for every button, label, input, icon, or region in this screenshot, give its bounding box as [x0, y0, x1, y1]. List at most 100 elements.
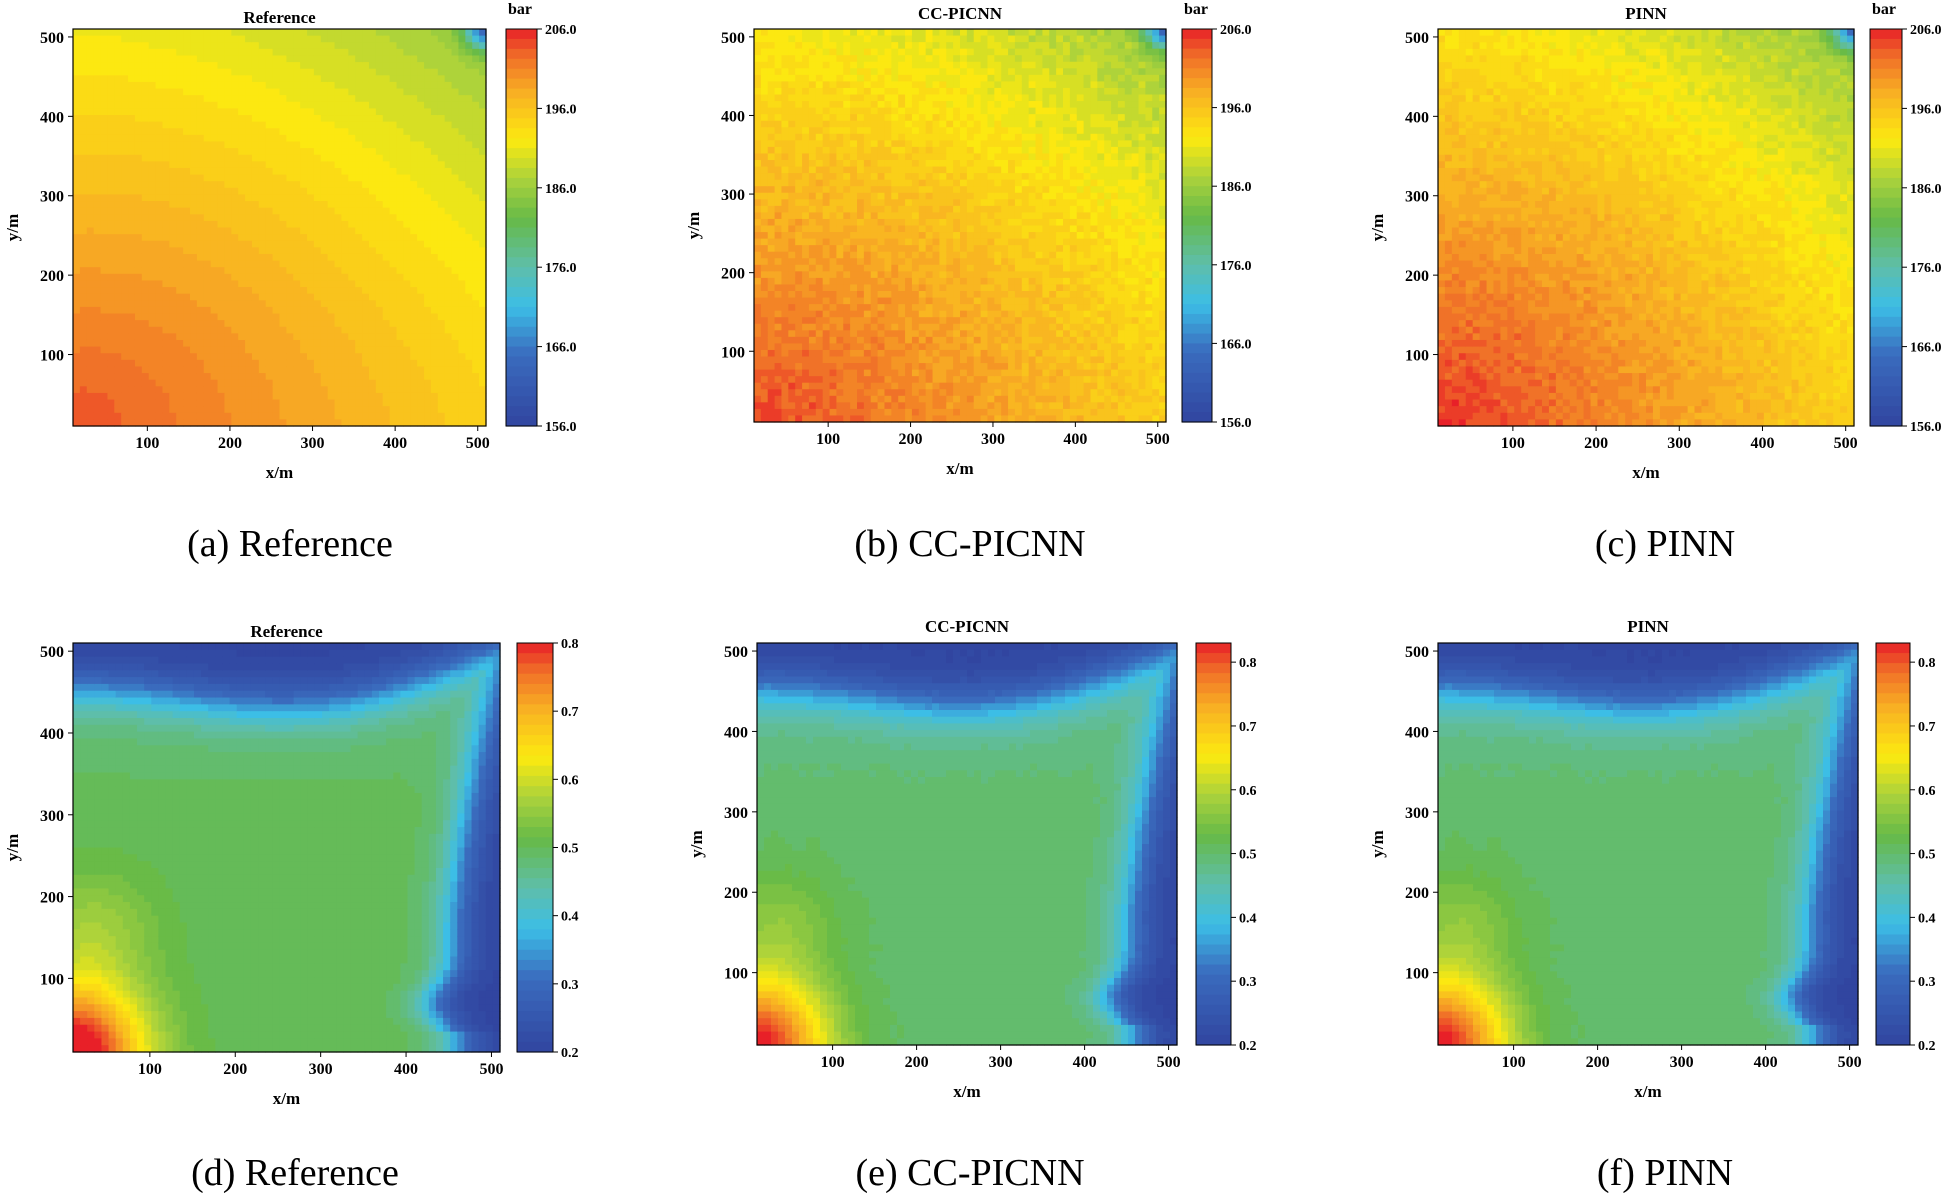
heatmap-cell — [877, 349, 886, 358]
heatmap-cell — [217, 359, 226, 368]
heatmap-cell — [265, 247, 274, 255]
heatmap-cell — [767, 87, 776, 96]
heatmap-cell — [774, 68, 783, 76]
heatmap-cell — [465, 35, 473, 43]
heatmap-cell — [79, 227, 88, 235]
heatmap-cell — [836, 395, 844, 403]
heatmap-cell — [86, 227, 95, 235]
heatmap-cell — [258, 253, 267, 262]
heatmap-cell — [891, 107, 899, 115]
heatmap-cell — [203, 320, 212, 328]
heatmap-cell — [479, 326, 487, 334]
heatmap-cell — [451, 406, 460, 414]
heatmap-cell — [334, 247, 343, 255]
heatmap-cell — [176, 412, 184, 420]
heatmap-cell — [870, 389, 879, 397]
heatmap-cell — [437, 234, 446, 242]
heatmap-cell — [355, 62, 363, 70]
heatmap-cell — [451, 141, 460, 149]
heatmap-cell — [169, 333, 177, 341]
heatmap-cell — [891, 146, 899, 155]
heatmap-cell — [850, 192, 858, 200]
heatmap-cell — [472, 75, 480, 83]
heatmap-cell — [802, 42, 810, 50]
heatmap-cell — [781, 173, 789, 181]
heatmap-cell — [829, 107, 837, 115]
heatmap-cell — [843, 238, 851, 246]
heatmap-cell — [362, 359, 370, 368]
heatmap-cell — [141, 392, 150, 401]
heatmap-cell — [293, 386, 301, 394]
heatmap-cell — [829, 205, 837, 213]
heatmap-cell — [128, 48, 136, 57]
colorbar-tick-label: 156.0 — [545, 420, 577, 435]
heatmap-cell — [251, 293, 260, 301]
heatmap-cell — [114, 412, 122, 420]
heatmap-cell — [430, 194, 439, 202]
heatmap-cell — [430, 234, 439, 242]
heatmap-cell — [162, 62, 170, 70]
heatmap-cell — [760, 179, 769, 187]
heatmap-cell — [265, 42, 274, 50]
heatmap-cell — [348, 412, 356, 420]
heatmap-cell — [458, 201, 466, 209]
heatmap-cell — [850, 29, 858, 37]
heatmap-cell — [863, 245, 872, 253]
heatmap-cell — [836, 291, 844, 299]
heatmap-cell — [403, 220, 411, 229]
heatmap-cell — [231, 386, 239, 394]
heatmap-cell — [375, 326, 384, 334]
heatmap-cell — [203, 81, 212, 90]
heatmap-cell — [320, 207, 329, 215]
heatmap-cell — [465, 280, 473, 288]
heatmap-cell — [891, 310, 899, 318]
heatmap-cell — [196, 174, 205, 182]
heatmap-cell — [286, 320, 294, 328]
heatmap-cell — [203, 293, 212, 301]
heatmap-cell — [327, 392, 336, 401]
heatmap-cell — [843, 29, 851, 37]
heatmap-cell — [155, 81, 164, 90]
heatmap-cell — [754, 127, 762, 135]
heatmap-cell — [238, 386, 246, 394]
heatmap-cell — [231, 29, 239, 37]
heatmap-cell — [162, 214, 170, 222]
heatmap-cell — [272, 392, 281, 401]
heatmap-cell — [265, 346, 274, 354]
heatmap-cell — [245, 379, 253, 387]
heatmap-cell — [231, 359, 239, 368]
heatmap-cell — [458, 161, 466, 169]
heatmap-cell — [86, 121, 95, 129]
heatmap-cell — [245, 95, 253, 103]
heatmap-cell — [774, 317, 783, 325]
heatmap-cell — [100, 399, 109, 407]
heatmap-cell — [190, 95, 198, 103]
heatmap-cell — [190, 128, 198, 136]
heatmap-cell — [355, 320, 363, 328]
heatmap-cell — [424, 419, 432, 427]
heatmap-cell — [767, 232, 776, 240]
heatmap-cell — [134, 313, 143, 321]
heatmap-cell — [781, 61, 789, 69]
heatmap-cell — [307, 35, 315, 43]
panel-title: Reference — [243, 8, 316, 27]
heatmap-cell — [437, 280, 446, 288]
heatmap-cell — [767, 369, 776, 377]
heatmap-cell — [190, 419, 198, 427]
heatmap-cell — [458, 81, 466, 90]
heatmap-cell — [73, 227, 81, 235]
heatmap-cell — [891, 251, 899, 259]
heatmap-cell — [389, 333, 398, 341]
heatmap-cell — [86, 300, 95, 308]
heatmap-cell — [251, 353, 260, 361]
heatmap-cell — [767, 310, 776, 318]
heatmap-cell — [389, 353, 398, 361]
heatmap-cell — [795, 297, 803, 305]
heatmap-cell — [417, 300, 425, 308]
heatmap-cell — [368, 373, 377, 381]
heatmap-cell — [898, 101, 906, 109]
heatmap-cell — [341, 35, 349, 43]
x-tick-label: 500 — [466, 435, 490, 452]
heatmap-cell — [424, 101, 432, 109]
heatmap-cell — [245, 227, 253, 235]
